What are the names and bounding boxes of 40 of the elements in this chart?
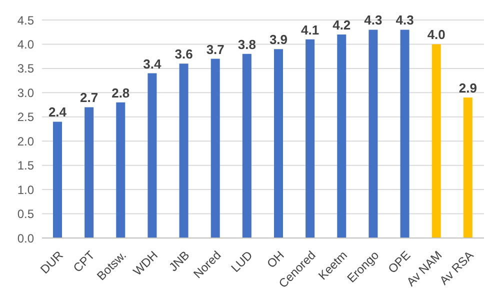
data-label: 3.6	[174, 46, 193, 62]
y-tick-label: 3.5	[17, 62, 34, 76]
bar	[242, 54, 252, 238]
data-label: 2.4	[48, 104, 68, 120]
data-label: 4.1	[301, 22, 320, 38]
x-tick-label: JNB	[166, 248, 192, 274]
bar	[432, 44, 441, 238]
bar	[306, 39, 315, 238]
x-tick-label: LUD	[228, 248, 256, 276]
data-label: 3.8	[238, 36, 256, 52]
bar	[210, 58, 220, 238]
y-tick-label: 2.5	[17, 110, 34, 124]
bar	[274, 49, 283, 238]
data-label: 3.9	[269, 32, 288, 48]
bar	[116, 102, 126, 238]
y-tick-label: 4.5	[17, 13, 34, 28]
bar	[400, 30, 410, 238]
data-label: 4.3	[364, 12, 382, 28]
bar	[179, 64, 188, 238]
bar	[53, 122, 62, 238]
bar	[337, 34, 346, 238]
y-tick-label: 4.0	[17, 37, 34, 52]
data-label: 3.7	[206, 42, 224, 57]
y-tick-label: 1.0	[17, 182, 34, 197]
bar	[463, 98, 472, 238]
bar	[84, 107, 94, 238]
data-label: 4.0	[427, 27, 446, 42]
y-tick-label: 2.0	[17, 134, 34, 148]
data-label: 4.2	[332, 18, 351, 33]
data-label: 2.9	[458, 80, 477, 96]
y-tick-label: 0.0	[17, 231, 34, 246]
y-tick-label: 1.5	[17, 158, 34, 173]
data-label: 3.4	[143, 56, 162, 72]
bar	[368, 30, 378, 238]
bar	[148, 73, 157, 238]
data-label: 2.7	[80, 90, 98, 106]
data-label: 4.3	[396, 12, 414, 28]
y-tick-label: 0.5	[17, 207, 34, 222]
y-tick-label: 3.0	[17, 86, 34, 100]
data-label: 2.8	[112, 85, 130, 100]
